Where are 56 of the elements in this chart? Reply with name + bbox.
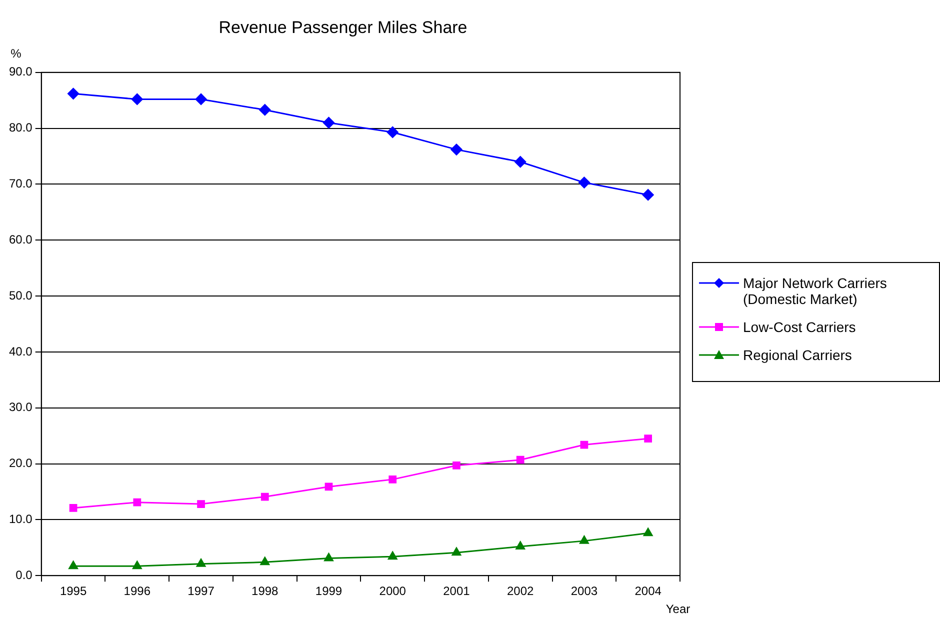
point [643, 528, 653, 536]
point [133, 498, 142, 506]
point [386, 126, 398, 138]
point [514, 156, 526, 168]
y-tick-label: 20.0 [8, 456, 33, 470]
point [69, 504, 78, 512]
y-tick-label: 10.0 [8, 512, 33, 526]
point [450, 144, 462, 156]
y-tick-label: 80.0 [8, 120, 33, 135]
point [196, 558, 206, 567]
x-tick-label: 2000 [379, 584, 406, 598]
point [580, 440, 588, 449]
point [197, 500, 205, 508]
point [580, 536, 589, 544]
x-tick-label: 2001 [443, 584, 470, 598]
point [324, 482, 333, 491]
point [260, 556, 270, 566]
point [132, 560, 142, 570]
point [578, 176, 590, 188]
y-tick-label: 90.0 [8, 64, 33, 79]
x-tick-label: 2002 [506, 584, 534, 598]
point [388, 476, 397, 484]
legend-label: Regional Carriers [743, 347, 852, 363]
point [259, 104, 271, 116]
point [322, 116, 334, 128]
point [131, 93, 143, 105]
point [324, 553, 334, 562]
point [260, 492, 269, 501]
y-tick-label: 40.0 [8, 344, 33, 358]
x-tick-label: 1995 [60, 584, 87, 598]
x-tick-label: 1998 [252, 584, 279, 598]
y-axis-title: % [10, 46, 22, 61]
point [642, 189, 654, 201]
x-tick-label: 1999 [315, 584, 342, 598]
point [68, 560, 78, 570]
x-tick-label: 1996 [124, 584, 151, 598]
legend-label: Major Network Carriers (Domestic Market) [743, 275, 888, 307]
point [388, 551, 398, 560]
x-tick-label: 1997 [188, 584, 215, 598]
chart-title: Revenue Passenger Miles Share [218, 18, 468, 37]
point [68, 88, 80, 100]
y-tick-label: 30.0 [8, 400, 33, 414]
y-tick-label: 0.0 [16, 568, 33, 582]
point [452, 462, 460, 470]
y-tick-label: 60.0 [8, 232, 33, 246]
x-tick-label: 2003 [570, 584, 598, 598]
x-axis-title: Year [666, 602, 690, 616]
point [516, 541, 525, 550]
legend-label: Low-Cost Carriers [743, 319, 856, 335]
y-tick-label: 50.0 [8, 288, 33, 302]
y-tick-label: 70.0 [8, 176, 33, 191]
x-tick-label: 2004 [634, 584, 662, 598]
point [516, 456, 524, 464]
point [644, 434, 652, 443]
point [452, 547, 462, 556]
point [195, 93, 207, 105]
